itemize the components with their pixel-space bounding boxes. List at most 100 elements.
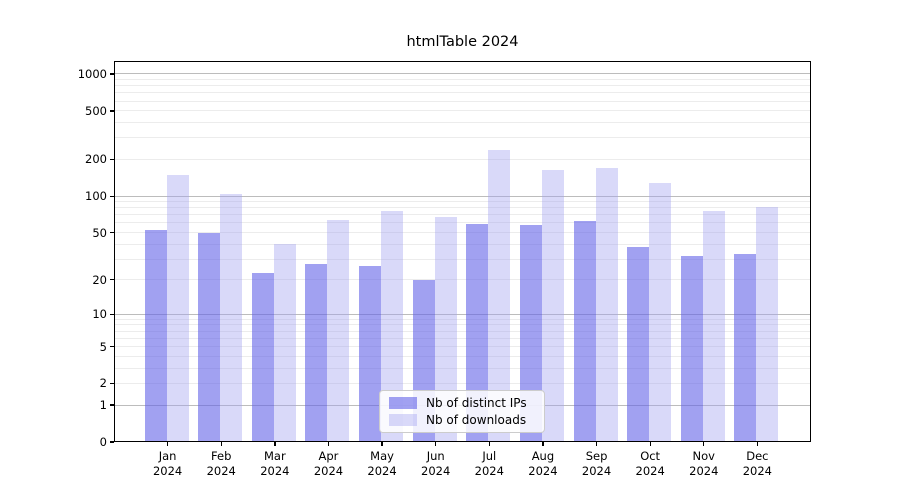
x-tick-mark: [381, 442, 383, 446]
y-tick-label: 10: [92, 307, 107, 322]
bar-oct-distinct-ips: [627, 246, 650, 442]
bar-oct-downloads: [649, 183, 672, 442]
x-tick-mark: [756, 442, 759, 446]
gridline-major: [114, 73, 811, 75]
gridline-minor: [114, 222, 811, 224]
bar-jul-distinct-ips: [466, 223, 489, 442]
bar-mar-distinct-ips: [251, 272, 274, 442]
y-tick-label: 5: [99, 339, 107, 354]
bar-aug-distinct-ips: [519, 224, 542, 442]
legend-item-downloads: Nb of downloads: [380, 413, 544, 427]
gridline-minor: [114, 214, 811, 216]
x-tick-mark: [488, 442, 490, 446]
bar-sep-distinct-ips: [573, 221, 596, 442]
gridline-minor: [114, 355, 811, 357]
y-tick-label: 50: [92, 225, 107, 240]
gridline-minor: [114, 110, 811, 112]
x-tick-mark: [167, 442, 169, 446]
x-tick-mark: [542, 442, 544, 446]
x-tick-label-jun: Jun 2024: [421, 449, 451, 478]
y-tick-mark: [110, 404, 114, 406]
x-tick-label-dec: Dec 2024: [742, 449, 773, 478]
x-tick-mark: [595, 442, 598, 446]
x-tick-label-nov: Nov 2024: [689, 449, 719, 478]
bar-nov-downloads: [702, 211, 725, 442]
gridline-major: [114, 195, 811, 197]
bar-nov-distinct-ips: [680, 255, 703, 442]
x-tick-label-feb: Feb 2024: [206, 449, 236, 478]
bar-feb-distinct-ips: [198, 232, 221, 442]
x-tick-label-jul: Jul 2024: [474, 449, 504, 478]
y-tick-mark: [110, 195, 114, 197]
y-tick-mark: [110, 73, 114, 75]
legend-swatch-downloads: [389, 414, 417, 427]
bar-apr-downloads: [327, 219, 350, 442]
bar-feb-downloads: [220, 194, 243, 442]
gridline-minor: [114, 318, 811, 320]
y-tick-mark: [110, 110, 114, 112]
gridline-minor: [114, 201, 811, 203]
y-tick-mark: [110, 279, 114, 281]
y-tick-mark: [110, 313, 114, 315]
bar-mar-downloads: [273, 244, 296, 442]
y-tick-label: 20: [92, 272, 107, 287]
x-tick-label-jan: Jan 2024: [152, 449, 183, 478]
y-tick-label: 1000: [77, 66, 107, 81]
gridline-minor: [114, 207, 811, 209]
bar-dec-downloads: [756, 207, 779, 442]
gridline-minor: [114, 346, 811, 348]
legend: Nb of distinct IPs Nb of downloads: [379, 390, 545, 433]
bar-aug-downloads: [541, 169, 564, 442]
gridline-minor: [114, 232, 811, 234]
bar-jan-downloads: [166, 174, 189, 442]
bar-jun-downloads: [434, 217, 457, 442]
y-tick-mark: [110, 345, 114, 348]
gridline-minor: [114, 324, 811, 326]
x-tick-mark: [703, 442, 705, 446]
chart-title: htmlTable 2024: [406, 34, 519, 50]
x-tick-label-mar: Mar 2024: [260, 449, 290, 478]
x-tick-mark: [649, 442, 651, 446]
gridline-minor: [114, 122, 811, 124]
y-tick-label: 1: [99, 398, 107, 413]
gridline-minor: [114, 243, 811, 245]
gridline-minor: [114, 258, 811, 260]
bar-jul-downloads: [488, 149, 511, 442]
gridline-minor: [114, 158, 811, 160]
x-tick-label-aug: Aug 2024: [528, 449, 558, 478]
x-tick-label-apr: Apr 2024: [313, 449, 344, 478]
bar-apr-distinct-ips: [305, 264, 328, 442]
bar-jan-distinct-ips: [144, 230, 167, 442]
x-tick-label-sep: Sep 2024: [581, 449, 612, 478]
legend-swatch-distinct-ips: [389, 396, 417, 409]
gridline-minor: [114, 92, 811, 94]
x-tick-mark: [327, 442, 330, 446]
y-tick-mark: [110, 441, 114, 443]
gridline-minor: [114, 330, 811, 332]
legend-label-distinct-ips: Nb of distinct IPs: [426, 395, 527, 410]
x-tick-mark: [274, 442, 276, 446]
gridline-major: [114, 313, 811, 315]
x-tick-label-may: May 2024: [367, 449, 397, 478]
bar-may-downloads: [381, 211, 404, 442]
gridline-minor: [114, 137, 811, 139]
gridline-minor: [114, 382, 811, 384]
y-tick-label: 500: [85, 103, 107, 118]
bar-may-distinct-ips: [359, 266, 382, 442]
y-tick-mark: [110, 382, 114, 385]
plot-area: [114, 61, 811, 442]
legend-item-distinct-ips: Nb of distinct IPs: [380, 396, 544, 410]
y-tick-label: 0: [99, 435, 107, 449]
y-tick-label: 200: [85, 152, 107, 167]
gridline-minor: [114, 279, 811, 281]
y-tick-label: 2: [99, 376, 107, 391]
gridline-minor: [114, 79, 811, 81]
y-tick-mark: [110, 231, 114, 234]
bar-dec-distinct-ips: [734, 254, 757, 442]
gridline-minor: [114, 85, 811, 87]
x-tick-mark: [220, 442, 222, 446]
x-tick-label-oct: Oct 2024: [635, 449, 665, 478]
bar-sep-downloads: [595, 167, 618, 442]
x-tick-mark: [435, 442, 437, 446]
y-tick-mark: [110, 158, 114, 161]
